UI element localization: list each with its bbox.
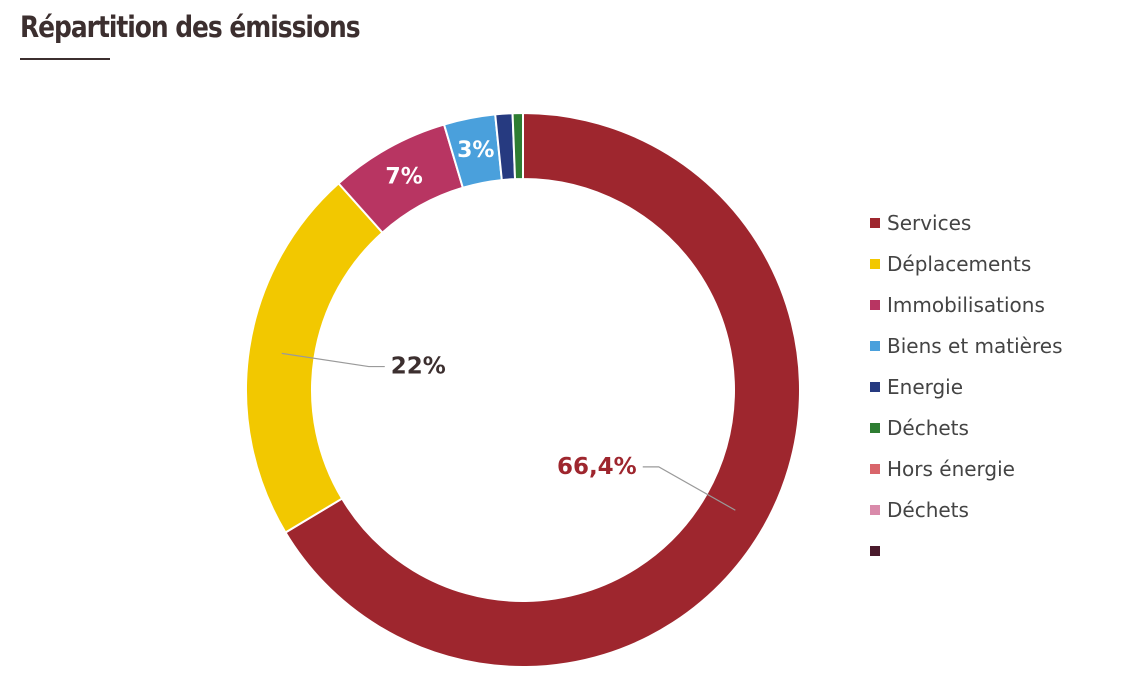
chart-legend: Services Déplacements Immobilisations Biens… bbox=[870, 202, 1063, 571]
legend-label: Déchets bbox=[887, 497, 969, 522]
title-underline bbox=[20, 58, 110, 60]
legend-swatch bbox=[870, 340, 880, 351]
legend-swatch bbox=[870, 463, 880, 474]
legend-item-dechets-7[interactable]: Déchets bbox=[870, 489, 1063, 530]
legend-label: Hors énergie bbox=[887, 456, 1015, 481]
data-label-deplacements-1: 22% bbox=[391, 354, 446, 380]
legend-label: Déplacements bbox=[887, 251, 1032, 276]
legend-item-immobilisations-2[interactable]: Immobilisations bbox=[870, 284, 1063, 325]
legend-swatch bbox=[870, 381, 880, 392]
data-label-biens-et-matieres-3: 3% bbox=[457, 138, 494, 163]
legend-item-energie-4[interactable]: Energie bbox=[870, 366, 1063, 407]
legend-swatch bbox=[870, 422, 880, 433]
legend-item-biens-et-matieres-3[interactable]: Biens et matières bbox=[870, 325, 1063, 366]
legend-swatch bbox=[870, 504, 880, 515]
data-label-immobilisations-2: 7% bbox=[385, 164, 422, 189]
legend-item-unlabeled-8[interactable] bbox=[870, 530, 1063, 571]
legend-label: Déchets bbox=[887, 415, 969, 440]
legend-item-hors-energie-6[interactable]: Hors énergie bbox=[870, 448, 1063, 489]
leader-line-deplacements-1 bbox=[281, 352, 385, 368]
legend-swatch bbox=[870, 299, 880, 310]
legend-swatch bbox=[870, 217, 880, 228]
legend-swatch bbox=[870, 545, 880, 556]
legend-item-services-0[interactable]: Services bbox=[870, 202, 1063, 243]
slice-services-0 bbox=[284, 111, 801, 668]
legend-label: Services bbox=[887, 210, 972, 235]
legend-label: Energie bbox=[887, 374, 964, 399]
slice-dechets-5 bbox=[511, 111, 524, 181]
legend-label: Biens et matières bbox=[887, 333, 1063, 358]
legend-swatch bbox=[870, 258, 880, 269]
chart-title: Répartition des émissions bbox=[20, 10, 361, 44]
legend-item-dechets-5[interactable]: Déchets bbox=[870, 407, 1063, 448]
data-label-services-0: 66,4% bbox=[557, 454, 637, 480]
legend-item-deplacements-1[interactable]: Déplacements bbox=[870, 243, 1063, 284]
legend-label: Immobilisations bbox=[887, 292, 1045, 317]
leader-line-services-0 bbox=[642, 466, 736, 511]
